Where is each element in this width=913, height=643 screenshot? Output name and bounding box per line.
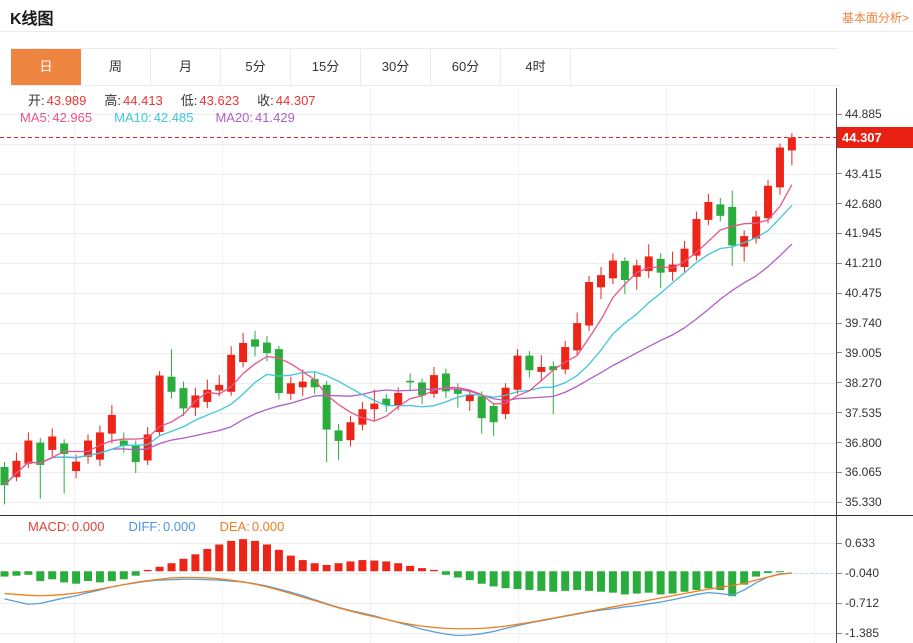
tab-月[interactable]: 月 bbox=[151, 49, 221, 85]
legend-value: 0.000 bbox=[162, 519, 196, 534]
legend-item: 开: 43.989 bbox=[28, 90, 86, 109]
macd-canvas[interactable] bbox=[0, 516, 836, 643]
legend-item: MACD: 0.000 bbox=[28, 519, 104, 534]
ohlc-legend: 开: 43.989 高: 44.413 低: 43.623 收: 44.307 bbox=[28, 90, 316, 109]
legend-label: MA5: bbox=[20, 110, 51, 125]
legend-label: 低: bbox=[180, 93, 198, 108]
legend-label: 收: bbox=[257, 93, 274, 108]
legend-value: 43.623 bbox=[199, 93, 240, 108]
axis-tick-36.065: 36.065 bbox=[837, 465, 882, 479]
legend-item: DEA: 0.000 bbox=[219, 519, 284, 534]
legend-label: MACD: bbox=[28, 519, 70, 534]
legend-item: MA20: 41.429 bbox=[215, 110, 294, 125]
axis-tick-38.270: 38.270 bbox=[837, 376, 882, 390]
axis-tick-0.633: 0.633 bbox=[837, 536, 875, 550]
axis-tick-40.475: 40.475 bbox=[837, 286, 882, 300]
axis-tick-37.535: 37.535 bbox=[837, 406, 882, 420]
page-title: K线图 bbox=[10, 11, 54, 28]
ma-legend: MA5: 42.965 MA10: 42.485 MA20: 41.429 bbox=[20, 110, 295, 125]
legend-value: 41.429 bbox=[255, 110, 295, 125]
legend-item: MA10: 42.485 bbox=[114, 110, 193, 125]
fundamental-analysis-link[interactable]: 基本面分析> bbox=[841, 11, 909, 25]
legend-label: DEA: bbox=[219, 519, 250, 534]
axis-tick-41.210: 41.210 bbox=[837, 256, 882, 270]
macd-panel: MACD: 0.000 DIFF: 0.000 DEA: 0.000 0.633 -0.04… bbox=[0, 516, 913, 643]
tab-30分[interactable]: 30分 bbox=[361, 49, 431, 85]
axis-tick-43.415: 43.415 bbox=[837, 167, 882, 181]
axis-tick--1.385: -1.385 bbox=[837, 626, 879, 640]
axis-tick-44.885: 44.885 bbox=[837, 107, 882, 121]
axis-tick--0.040: -0.040 bbox=[837, 566, 879, 580]
legend-value: 44.307 bbox=[275, 93, 316, 108]
legend-item: 低: 43.623 bbox=[181, 90, 239, 109]
legend-item: 高: 44.413 bbox=[104, 90, 162, 109]
legend-value: 42.965 bbox=[52, 110, 93, 125]
price-axis: 44.88544.15043.41542.68041.94541.21040.4… bbox=[836, 88, 913, 515]
legend-label: DIFF: bbox=[128, 519, 161, 534]
legend-label: 开: bbox=[28, 93, 45, 108]
macd-legend: MACD: 0.000 DIFF: 0.000 DEA: 0.000 bbox=[28, 519, 284, 534]
legend-value: 42.485 bbox=[153, 110, 194, 125]
legend-value: 44.413 bbox=[123, 93, 163, 108]
candlestick-canvas[interactable] bbox=[0, 88, 836, 515]
legend-label: MA10: bbox=[114, 110, 152, 125]
tab-5分[interactable]: 5分 bbox=[221, 49, 291, 85]
legend-label: 高: bbox=[104, 93, 122, 108]
axis-tick-42.680: 42.680 bbox=[837, 197, 882, 211]
tab-日[interactable]: 日 bbox=[11, 49, 81, 85]
legend-item: 收: 44.307 bbox=[257, 90, 315, 109]
axis-tick-35.330: 35.330 bbox=[837, 495, 882, 509]
legend-item: MA5: 42.965 bbox=[20, 110, 92, 125]
legend-value: 43.989 bbox=[46, 93, 87, 108]
tab-60分[interactable]: 60分 bbox=[431, 49, 501, 85]
tab-4时[interactable]: 4时 bbox=[501, 49, 571, 85]
axis-tick-41.945: 41.945 bbox=[837, 226, 882, 240]
tab-15分[interactable]: 15分 bbox=[291, 49, 361, 85]
axis-tick--0.712: -0.712 bbox=[837, 596, 879, 610]
legend-item: DIFF: 0.000 bbox=[128, 519, 195, 534]
kline-chart-panel: 开: 43.989 高: 44.413 低: 43.623 收: 44.307 MA5: 42.… bbox=[0, 88, 913, 516]
macd-axis: 0.633 -0.040 -0.712 -1.385 bbox=[836, 516, 913, 643]
axis-tick-36.800: 36.800 bbox=[837, 436, 882, 450]
page-header: K线图 基本面分析> bbox=[0, 0, 913, 32]
axis-tick-39.005: 39.005 bbox=[837, 346, 882, 360]
tab-周[interactable]: 周 bbox=[81, 49, 151, 85]
legend-value: 0.000 bbox=[71, 519, 105, 534]
legend-value: 0.000 bbox=[251, 519, 285, 534]
period-tabbar: 日周月 5分 15分 30分 60分 4时 bbox=[11, 48, 838, 86]
last-price-tag: 44.307 bbox=[837, 127, 913, 148]
legend-label: MA20: bbox=[215, 110, 254, 125]
axis-tick-39.740: 39.740 bbox=[837, 316, 882, 330]
